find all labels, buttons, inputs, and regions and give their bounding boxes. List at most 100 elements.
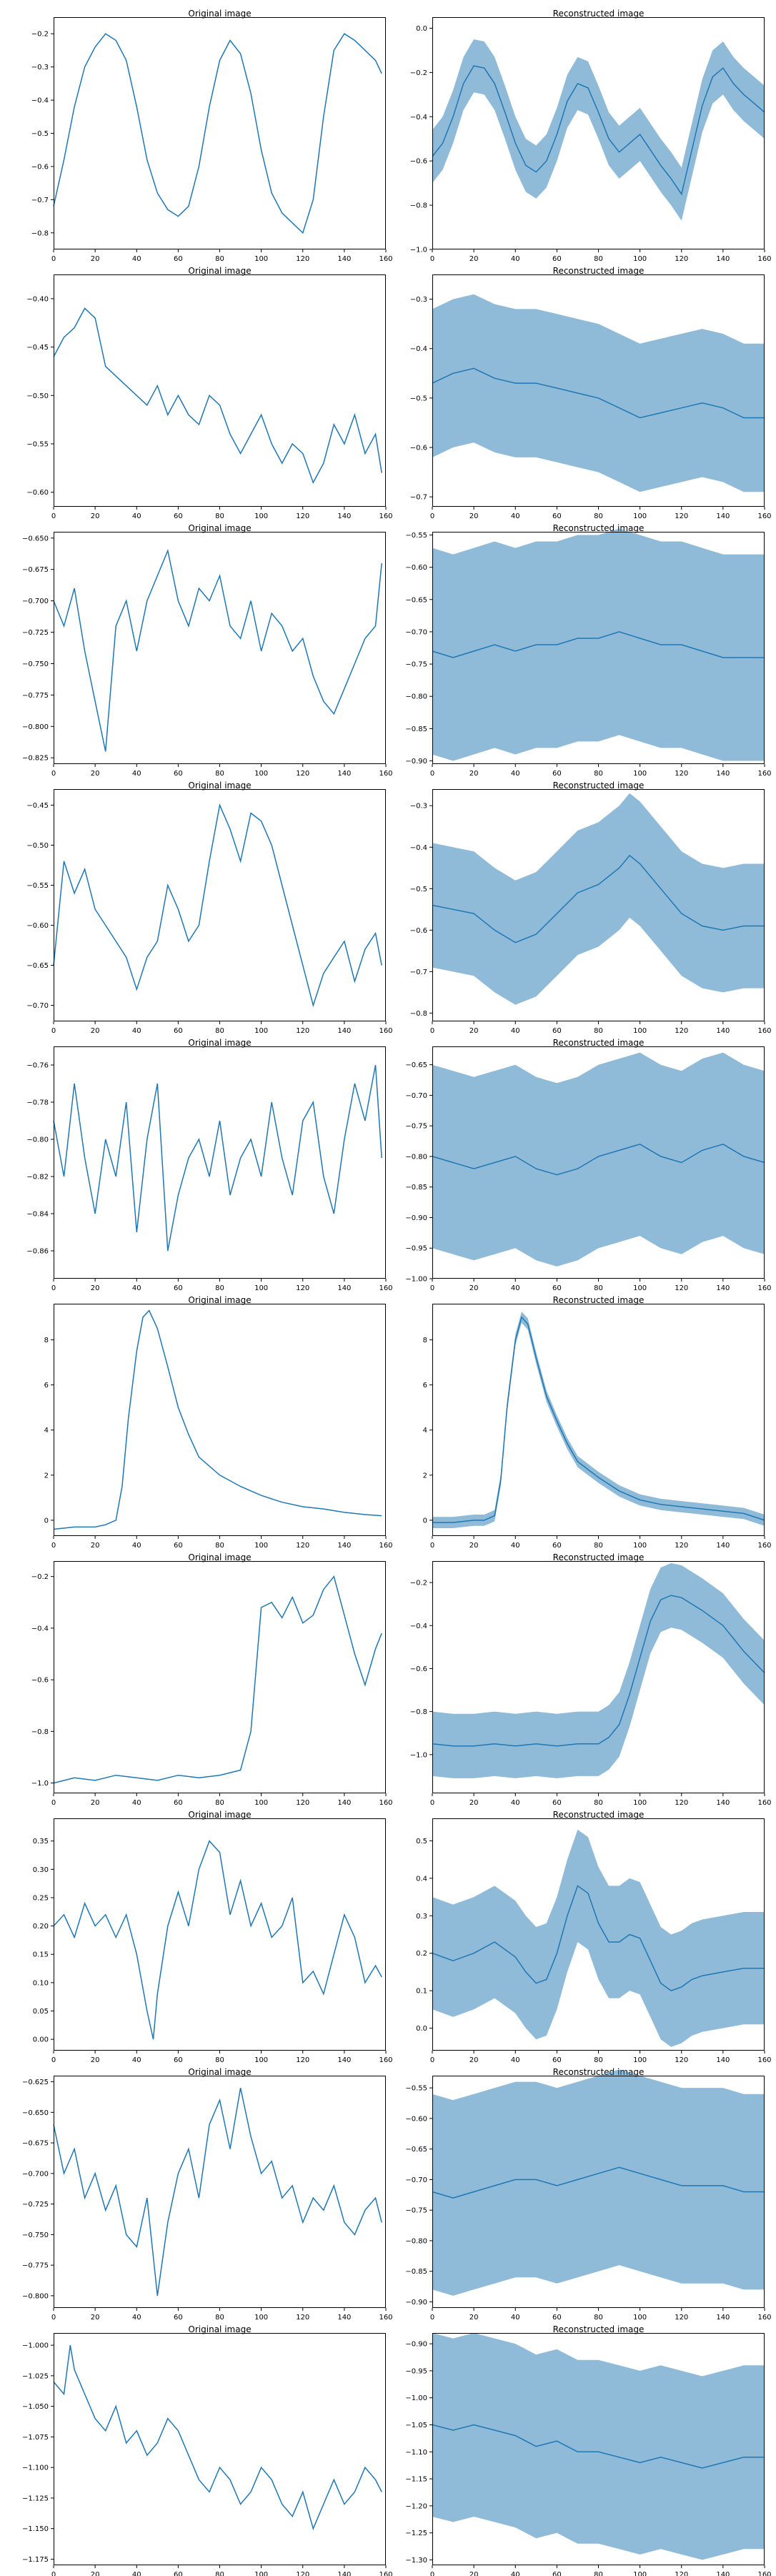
y-tick-label: −0.6 [31,163,49,171]
chart-svg: 0 20 40 60 80 100 120 140 160 −0.90 −0.85 −0.80 −0.7… [405,528,772,778]
x-tick-label: 140 [337,1027,351,1035]
x-tick-label: 60 [174,255,183,263]
series-line [53,1575,382,1784]
x-tick-label: 80 [594,2571,603,2576]
x-tick-label: 60 [552,1799,562,1807]
chart-svg: 0 20 40 60 80 100 120 140 160 −1.0 −0.8 −0.6 −0.4 −0.… [31,1561,393,1807]
chart-svg: 0 20 40 60 80 100 120 140 160 −0.825 −0.800 −0.775 −… [22,532,393,778]
reconstructed-chart-3: Reconstructed image 0 20 40 60 80 100 120 140 160… [405,523,772,778]
chart-title: Original image [188,1552,252,1562]
x-tick-label: 20 [469,1542,479,1550]
y-tick-label: 0.5 [416,1838,427,1846]
x-tick-label: 40 [511,1542,520,1550]
x-tick-label: 40 [132,2056,141,2064]
x-tick-label: 160 [379,255,392,263]
y-tick-label: −0.2 [410,69,427,77]
original-chart-8: Original image 0 20 40 60 80 100 120 140 160 0.00 0… [33,1810,393,2064]
x-tick-label: 80 [215,2314,224,2322]
plot-frame [54,1304,386,1536]
series-line [53,803,382,1008]
plot-frame [54,1818,386,2051]
chart-svg: 0 20 40 60 80 100 120 140 160 −0.7 −0.6 −0.5 −0.4 −0.… [410,274,772,520]
x-tick-label: 20 [469,1799,479,1807]
original-chart-9: Original image 0 20 40 60 80 100 120 140 160 −0.80… [22,2067,393,2322]
chart-svg: 0 20 40 60 80 100 120 140 160 −0.8 −0.7 −0.6 −0.5 −0.… [31,17,393,263]
x-tick-label: 40 [511,1027,520,1035]
y-tick-label: 6 [423,1382,427,1389]
x-tick-label: 0 [51,770,56,778]
x-tick-label: 100 [254,1027,268,1035]
x-tick-label: 100 [254,255,268,263]
chart-svg: 0 20 40 60 80 100 120 140 160 −0.86 −0.84 −0.82 −0.8… [26,1046,393,1292]
x-tick-label: 160 [757,2056,771,2064]
chart-title: Reconstructed image [552,9,645,19]
x-tick-label: 40 [132,1799,141,1807]
y-tick-label: −0.8 [31,229,49,237]
series-line [432,2424,765,2469]
x-tick-label: 120 [675,770,688,778]
y-tick-label: 2 [44,1472,49,1480]
chart-svg: 0 20 40 60 80 100 120 140 160 0 2 4 6 8 [423,1304,772,1550]
x-tick-label: 140 [337,770,351,778]
x-tick-label: 40 [511,770,520,778]
x-tick-label: 0 [430,1284,434,1292]
x-tick-label: 40 [132,512,141,520]
x-tick-label: 140 [337,2314,351,2322]
series-line [432,1595,765,1747]
x-tick-label: 80 [215,1284,224,1292]
x-tick-label: 0 [51,2571,56,2576]
reconstructed-chart-5: Reconstructed image 0 20 40 60 80 100 120 140 160… [405,1038,771,1292]
y-tick-label: −0.90 [405,2341,427,2349]
y-tick-label: −1.0 [410,1751,427,1759]
x-tick-label: 160 [757,1799,771,1807]
x-tick-label: 60 [552,2056,562,2064]
series-line [432,1316,765,1523]
y-tick-label: −0.70 [405,2176,427,2184]
x-tick-label: 20 [91,1542,100,1550]
y-tick-label: 0 [423,1517,427,1525]
chart-svg: 0 20 40 60 80 100 120 140 160 −1.175 −1.150 −1.125 −… [22,2333,393,2576]
series-line [53,307,382,484]
x-tick-label: 120 [296,2314,309,2322]
chart-title: Original image [188,1295,252,1305]
x-tick-label: 0 [51,1799,56,1807]
y-tick-label: 0.20 [33,1923,49,1931]
x-tick-label: 40 [511,1799,520,1807]
y-tick-label: −0.90 [405,758,427,766]
y-tick-label: −0.4 [410,114,427,122]
x-tick-label: 140 [716,1799,730,1807]
series-line [432,2166,765,2199]
x-tick-label: 0 [430,2314,434,2322]
y-tick-label: −1.0 [410,247,427,254]
y-tick-label: 0.4 [416,1875,427,1883]
x-tick-label: 0 [51,1284,56,1292]
x-tick-label: 80 [594,2056,603,2064]
x-tick-label: 80 [594,1284,603,1292]
x-tick-label: 160 [379,1027,392,1035]
x-tick-label: 40 [132,1542,141,1550]
chart-title: Original image [188,781,252,791]
x-tick-label: 40 [132,2314,141,2322]
y-tick-label: −1.15 [405,2476,427,2484]
y-tick-label: −0.50 [26,842,49,850]
plot-frame [432,17,765,249]
x-tick-label: 80 [215,2571,224,2576]
x-tick-label: 20 [469,770,479,778]
chart-title: Reconstructed image [552,1038,645,1048]
reconstructed-chart-6: Reconstructed image 0 20 40 60 80 100 120 140 160… [423,1295,772,1550]
x-tick-label: 60 [552,770,562,778]
y-tick-label: −0.70 [26,1002,49,1010]
confidence-band [432,39,765,221]
x-tick-label: 20 [469,255,479,263]
y-tick-label: −0.40 [26,295,49,303]
x-tick-label: 100 [254,1542,268,1550]
x-tick-label: 120 [296,255,309,263]
y-tick-label: −1.05 [405,2422,427,2429]
x-tick-label: 0 [51,1542,56,1550]
y-tick-label: −0.4 [31,97,49,105]
y-tick-label: −0.85 [405,1184,427,1192]
y-tick-label: −0.750 [22,660,49,668]
y-tick-label: −1.100 [22,2464,49,2472]
x-tick-label: 140 [337,255,351,263]
x-tick-label: 60 [552,255,562,263]
